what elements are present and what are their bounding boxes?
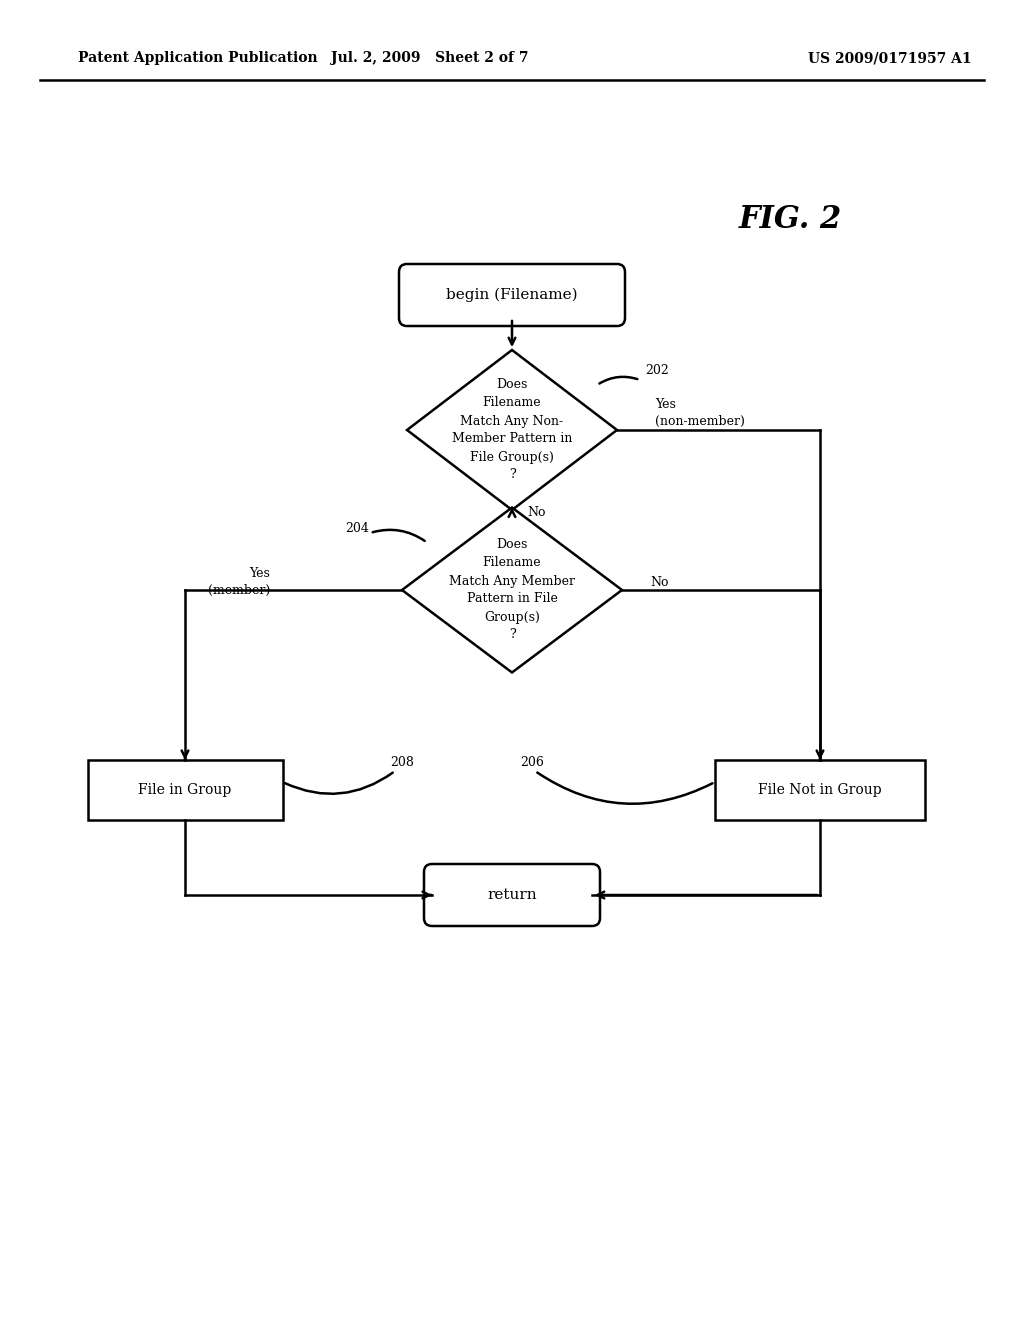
Text: No: No <box>650 576 669 589</box>
Text: 206: 206 <box>520 756 544 770</box>
Text: 204: 204 <box>345 521 369 535</box>
Text: Yes
(non-member): Yes (non-member) <box>655 399 744 428</box>
Text: File Not in Group: File Not in Group <box>758 783 882 797</box>
Text: 208: 208 <box>390 756 414 770</box>
Text: 202: 202 <box>645 363 669 376</box>
Text: Yes
(member): Yes (member) <box>208 568 270 597</box>
Text: Does
Filename
Match Any Member
Pattern in File
Group(s)
?: Does Filename Match Any Member Pattern i… <box>449 539 575 642</box>
Text: return: return <box>487 888 537 902</box>
Polygon shape <box>402 507 622 672</box>
Text: FIG. 2: FIG. 2 <box>738 205 842 235</box>
Text: Jul. 2, 2009   Sheet 2 of 7: Jul. 2, 2009 Sheet 2 of 7 <box>331 51 528 65</box>
Text: File in Group: File in Group <box>138 783 231 797</box>
FancyBboxPatch shape <box>424 865 600 927</box>
FancyBboxPatch shape <box>399 264 625 326</box>
Polygon shape <box>407 350 617 510</box>
Bar <box>87 760 283 820</box>
Text: US 2009/0171957 A1: US 2009/0171957 A1 <box>808 51 972 65</box>
Bar <box>715 760 925 820</box>
Text: No: No <box>527 506 546 519</box>
Text: Does
Filename
Match Any Non-
Member Pattern in
File Group(s)
?: Does Filename Match Any Non- Member Patt… <box>452 379 572 482</box>
Text: Patent Application Publication: Patent Application Publication <box>78 51 317 65</box>
Text: begin (Filename): begin (Filename) <box>446 288 578 302</box>
